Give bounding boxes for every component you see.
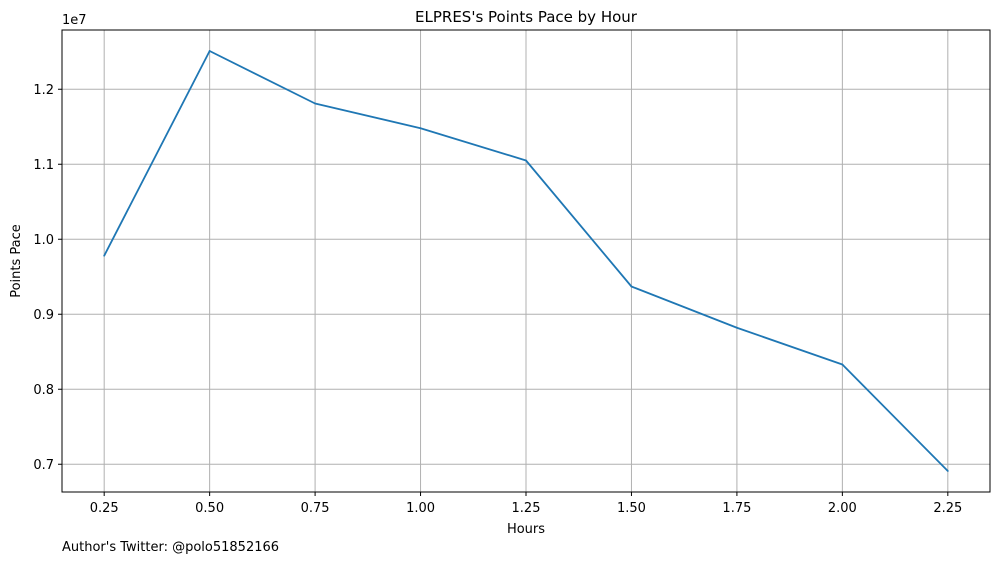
data-point xyxy=(630,285,633,288)
y-axis-offset-label: 1e7 xyxy=(62,13,87,28)
y-tick-label: 1.2 xyxy=(33,83,54,98)
data-point xyxy=(525,159,527,162)
grid-lines xyxy=(62,30,990,492)
axis-ticks: 0.25 0.50 0.75 1.00 1.25 1.50 1.75 2.00 2.25 0.7 0… xyxy=(33,83,962,516)
x-tick-label: 1.50 xyxy=(617,501,646,516)
data-point xyxy=(841,363,844,366)
data-point xyxy=(103,254,106,257)
chart-title: ELPRES's Points Pace by Hour xyxy=(415,8,638,26)
data-point xyxy=(736,326,738,329)
x-tick-label: 1.00 xyxy=(406,501,435,516)
y-tick-label: 0.9 xyxy=(33,308,54,323)
y-axis-title: Points Pace xyxy=(9,224,24,298)
x-tick-label: 1.25 xyxy=(512,501,541,516)
x-axis-title: Hours xyxy=(507,522,545,537)
series-lines xyxy=(103,50,949,472)
x-tick-label: 2.25 xyxy=(933,501,962,516)
x-tick-label: 0.25 xyxy=(90,501,119,516)
data-point xyxy=(419,127,422,130)
x-tick-label: 0.75 xyxy=(301,501,330,516)
x-tick-label: 1.75 xyxy=(722,501,751,516)
data-point xyxy=(946,470,949,472)
data-point xyxy=(314,102,316,105)
y-tick-label: 1.0 xyxy=(33,233,54,248)
x-tick-label: 0.50 xyxy=(195,501,224,516)
y-tick-label: 0.7 xyxy=(33,458,54,473)
data-point xyxy=(208,50,211,52)
y-tick-label: 0.8 xyxy=(33,383,54,398)
author-footnote: Author's Twitter: @polo51852166 xyxy=(62,540,279,555)
x-tick-label: 2.00 xyxy=(828,501,857,516)
y-tick-label: 1.1 xyxy=(33,158,54,173)
